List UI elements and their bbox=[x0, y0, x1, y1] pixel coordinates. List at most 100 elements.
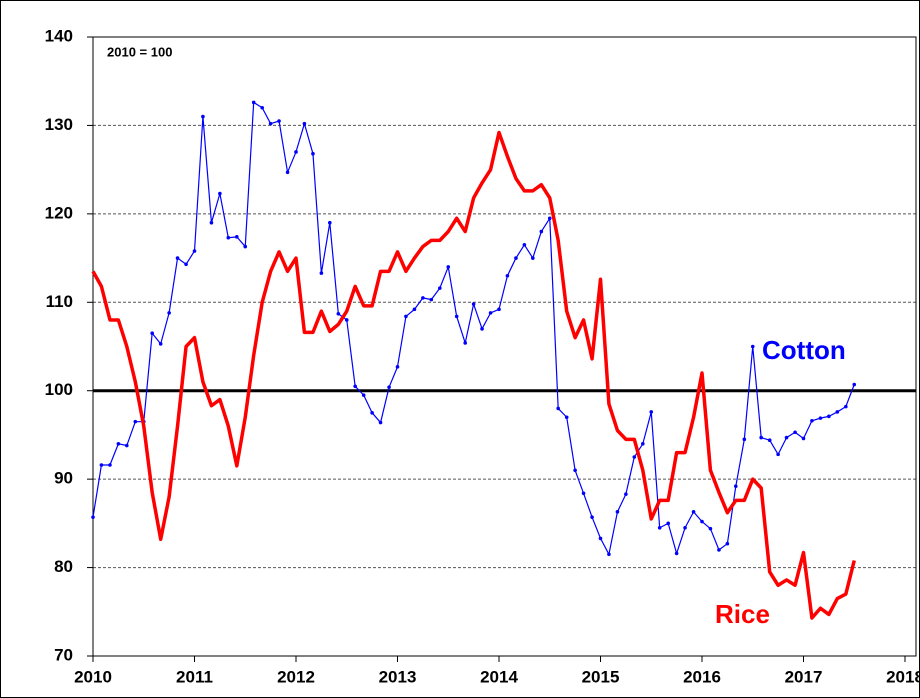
point bbox=[167, 311, 171, 315]
point bbox=[776, 452, 780, 457]
point bbox=[581, 491, 586, 496]
point bbox=[404, 314, 408, 319]
point bbox=[691, 510, 696, 514]
point bbox=[539, 229, 544, 234]
point bbox=[150, 331, 154, 336]
point bbox=[598, 536, 603, 541]
point bbox=[615, 510, 620, 514]
point bbox=[742, 437, 747, 442]
x-tick-label: 2010 bbox=[74, 667, 112, 686]
point bbox=[717, 548, 721, 552]
point bbox=[99, 463, 104, 467]
point bbox=[412, 307, 417, 312]
x-tick-label: 2012 bbox=[277, 667, 315, 686]
point bbox=[674, 551, 679, 556]
point bbox=[116, 441, 121, 446]
point bbox=[175, 256, 180, 260]
point bbox=[708, 526, 713, 531]
point bbox=[852, 382, 857, 387]
point bbox=[497, 307, 501, 312]
point bbox=[336, 311, 341, 316]
y-tick-label: 90 bbox=[54, 469, 73, 488]
point bbox=[725, 541, 730, 546]
point bbox=[733, 484, 738, 489]
point bbox=[378, 420, 383, 425]
y-tick-label: 80 bbox=[54, 557, 73, 576]
point bbox=[700, 519, 704, 524]
point bbox=[810, 418, 814, 423]
point bbox=[666, 521, 671, 526]
x-tick-label: 2013 bbox=[379, 667, 417, 686]
y-tick-label: 130 bbox=[45, 115, 73, 134]
point bbox=[835, 410, 840, 414]
point bbox=[91, 515, 95, 519]
point bbox=[767, 438, 772, 443]
point bbox=[649, 410, 654, 414]
legend-label: Cotton bbox=[762, 335, 846, 365]
point bbox=[750, 344, 755, 349]
point bbox=[311, 151, 315, 156]
point bbox=[285, 170, 290, 175]
point bbox=[243, 244, 248, 249]
point bbox=[522, 243, 527, 247]
point bbox=[201, 114, 205, 119]
point bbox=[818, 416, 823, 420]
point bbox=[251, 100, 256, 105]
point bbox=[421, 296, 425, 300]
point bbox=[759, 435, 763, 440]
point bbox=[793, 430, 797, 435]
point bbox=[801, 436, 806, 441]
point bbox=[454, 314, 459, 319]
plot-frame bbox=[92, 36, 917, 657]
point bbox=[184, 262, 188, 267]
point bbox=[844, 404, 848, 409]
point bbox=[344, 318, 349, 322]
point bbox=[632, 455, 637, 459]
point bbox=[438, 286, 442, 290]
point bbox=[235, 235, 239, 239]
point bbox=[361, 393, 366, 397]
point bbox=[133, 419, 138, 424]
point bbox=[683, 525, 687, 530]
point bbox=[573, 468, 577, 473]
point bbox=[488, 311, 493, 315]
point bbox=[564, 415, 569, 420]
annotation: 2010 = 100 bbox=[107, 44, 172, 59]
point bbox=[641, 441, 645, 446]
legend-label: Rice bbox=[715, 599, 770, 629]
point bbox=[226, 235, 231, 240]
x-tick-label: 2015 bbox=[582, 667, 620, 686]
point bbox=[387, 385, 391, 389]
point bbox=[209, 220, 214, 225]
x-tick-label: 2017 bbox=[785, 667, 823, 686]
point bbox=[530, 256, 535, 260]
point bbox=[108, 463, 112, 467]
point bbox=[429, 297, 434, 302]
point bbox=[370, 411, 374, 415]
y-tick-label: 70 bbox=[54, 645, 73, 664]
y-tick-label: 140 bbox=[45, 26, 73, 45]
point bbox=[268, 121, 273, 126]
point bbox=[547, 216, 552, 221]
point bbox=[784, 435, 789, 440]
point bbox=[556, 406, 560, 411]
point bbox=[124, 443, 129, 448]
point bbox=[624, 492, 628, 496]
point bbox=[827, 414, 831, 419]
y-tick-label: 120 bbox=[45, 203, 73, 222]
point bbox=[446, 265, 451, 269]
point bbox=[158, 342, 163, 346]
y-tick-label: 100 bbox=[45, 380, 73, 399]
point bbox=[302, 121, 307, 126]
point bbox=[192, 249, 197, 253]
point bbox=[395, 365, 400, 369]
point bbox=[514, 256, 518, 260]
point bbox=[260, 105, 265, 110]
point bbox=[480, 327, 484, 331]
point bbox=[607, 552, 611, 557]
x-tick-label: 2016 bbox=[683, 667, 721, 686]
point bbox=[590, 515, 594, 519]
point bbox=[277, 119, 281, 123]
point bbox=[319, 271, 324, 275]
